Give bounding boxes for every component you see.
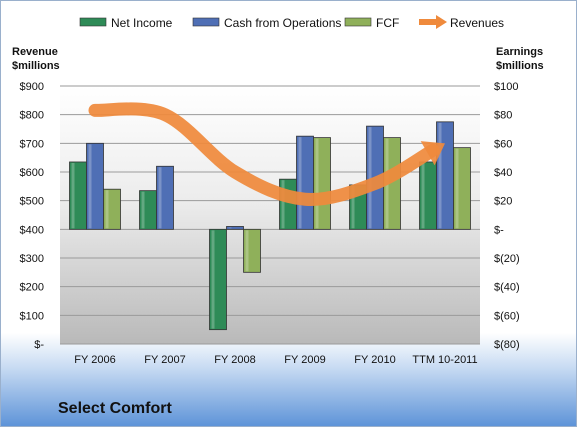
- bar-highlight: [245, 230, 249, 272]
- bar-highlight: [421, 162, 425, 229]
- right-tick-label: $80: [494, 110, 512, 122]
- category-label: FY 2008: [214, 354, 255, 366]
- bars: [69, 121, 471, 331]
- revenue-line: [88, 102, 445, 206]
- left-tick-label: $-: [34, 339, 44, 351]
- left-axis-ticks: $- $100 $200 $300 $400 $500 $600 $700 $800 $900: [20, 81, 45, 351]
- right-axis-ticks: $(80) $(60) $(40) $(20) $- $20 $40 $60 $80 $100: [494, 81, 520, 351]
- bar-net-income: [209, 228, 227, 331]
- bar-highlight: [105, 190, 109, 229]
- legend: Net Income Cash from Operations FCF Revenue…: [79, 15, 504, 30]
- bar-cash-from-operations: [226, 226, 244, 230]
- bar-cash-from-operations: [156, 165, 174, 230]
- left-tick-label: $300: [20, 253, 44, 265]
- right-tick-label: $(60): [494, 310, 520, 322]
- bar-highlight: [211, 230, 215, 329]
- legend-swatch: [79, 17, 107, 27]
- left-tick-label: $800: [20, 110, 44, 122]
- bar-highlight: [351, 185, 355, 229]
- right-tick-label: $60: [494, 138, 512, 150]
- left-tick-label: $400: [20, 224, 44, 236]
- bar-highlight: [158, 167, 162, 229]
- left-axis-label-line2: $millions: [12, 60, 60, 72]
- right-tick-label: $40: [494, 167, 512, 179]
- category-label: FY 2010: [354, 354, 395, 366]
- left-tick-label: $200: [20, 282, 44, 294]
- category-label: TTM 10-2011: [412, 354, 477, 366]
- left-tick-label: $700: [20, 138, 44, 150]
- left-tick-label: $600: [20, 167, 44, 179]
- bar-fcf: [103, 188, 121, 230]
- bar-fcf: [243, 228, 261, 273]
- bar-highlight: [298, 137, 302, 229]
- bar-highlight: [228, 227, 232, 229]
- right-tick-label: $100: [494, 81, 518, 93]
- legend-swatch-arrow: [436, 15, 447, 29]
- bar-highlight: [455, 148, 459, 229]
- legend-label: Cash from Operations: [224, 16, 341, 30]
- right-tick-label: $20: [494, 196, 512, 208]
- revenue-line-path: [88, 102, 440, 206]
- category-label: FY 2009: [284, 354, 325, 366]
- left-tick-label: $900: [20, 81, 44, 93]
- legend-swatch: [344, 17, 372, 27]
- right-tick-label: $(20): [494, 253, 520, 265]
- legend-label: FCF: [376, 16, 399, 30]
- bar-highlight: [281, 180, 285, 229]
- left-tick-label: $500: [20, 196, 44, 208]
- plot-area: [60, 86, 480, 344]
- bar-fcf: [453, 147, 471, 230]
- right-tick-label: $-: [494, 224, 504, 236]
- legend-label: Revenues: [450, 16, 504, 30]
- left-axis-label-line1: Revenue: [12, 46, 58, 58]
- category-labels: FY 2006 FY 2007 FY 2008 FY 2009 FY 2010 TTM 1…: [74, 354, 477, 366]
- legend-label: Net Income: [111, 16, 173, 30]
- right-axis-label-line2: $millions: [496, 60, 544, 72]
- bar-highlight: [315, 138, 319, 229]
- bar-highlight: [368, 127, 372, 229]
- bar-highlight: [141, 191, 145, 229]
- category-label: FY 2006: [74, 354, 115, 366]
- revenue-arrowhead: [420, 141, 445, 166]
- category-label: FY 2007: [144, 354, 185, 366]
- left-tick-label: $100: [20, 310, 44, 322]
- right-tick-label: $(80): [494, 339, 520, 351]
- bar-highlight: [438, 122, 442, 229]
- bar-highlight: [71, 162, 75, 229]
- bar-fcf: [313, 137, 331, 230]
- bar-cash-from-operations: [86, 142, 104, 230]
- right-axis-label-line1: Earnings: [496, 46, 543, 58]
- right-tick-label: $(40): [494, 282, 520, 294]
- legend-swatch: [192, 17, 220, 27]
- bar-highlight: [88, 144, 92, 229]
- chart-title: Select Comfort: [58, 400, 172, 417]
